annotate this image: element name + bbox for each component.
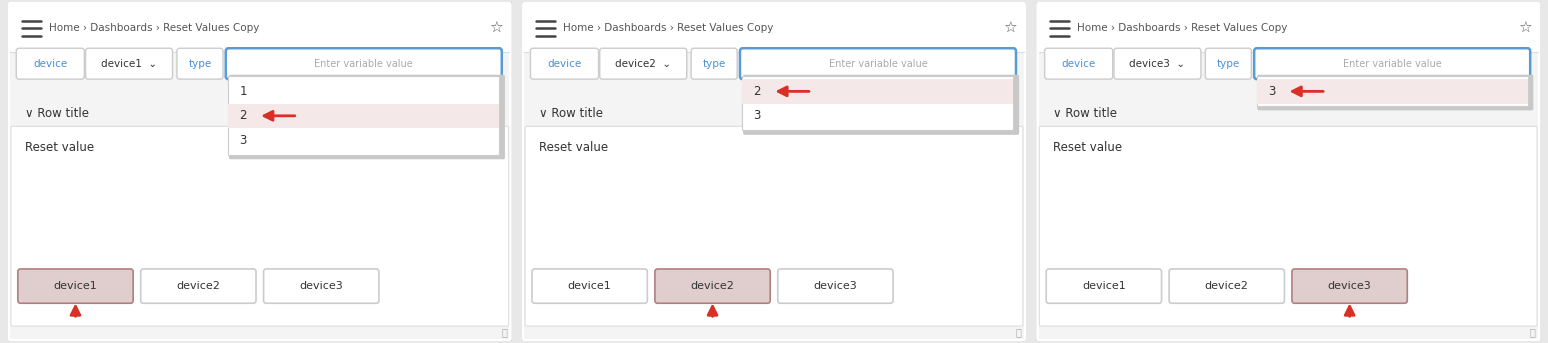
Text: ☆: ☆ [489, 21, 503, 36]
FancyBboxPatch shape [1206, 48, 1251, 79]
FancyBboxPatch shape [1039, 4, 1537, 52]
Text: type: type [1217, 59, 1240, 69]
Text: 2: 2 [754, 85, 762, 98]
FancyBboxPatch shape [1115, 48, 1201, 79]
Text: device3: device3 [1328, 281, 1372, 291]
FancyBboxPatch shape [263, 269, 379, 303]
FancyBboxPatch shape [531, 48, 599, 79]
FancyBboxPatch shape [1293, 269, 1407, 303]
Text: ∨ Row title: ∨ Row title [25, 107, 90, 120]
Text: Home › Dashboards › Reset Values Copy: Home › Dashboards › Reset Values Copy [48, 23, 259, 33]
Text: Home › Dashboards › Reset Values Copy: Home › Dashboards › Reset Values Copy [563, 23, 774, 33]
FancyBboxPatch shape [141, 269, 255, 303]
FancyBboxPatch shape [743, 75, 1019, 135]
Text: ⌗: ⌗ [1529, 327, 1536, 337]
FancyBboxPatch shape [229, 75, 505, 159]
FancyBboxPatch shape [533, 269, 647, 303]
Text: Reset value: Reset value [539, 141, 608, 154]
FancyBboxPatch shape [11, 126, 509, 326]
FancyBboxPatch shape [11, 4, 509, 52]
FancyBboxPatch shape [690, 48, 737, 79]
Text: device2: device2 [690, 281, 734, 291]
Text: device2: device2 [176, 281, 220, 291]
Text: Enter variable value: Enter variable value [314, 59, 413, 69]
FancyBboxPatch shape [655, 269, 771, 303]
Text: 3: 3 [754, 109, 762, 122]
FancyBboxPatch shape [1169, 269, 1285, 303]
Text: device1  ⌄: device1 ⌄ [101, 59, 156, 69]
FancyBboxPatch shape [1257, 79, 1528, 104]
Text: type: type [703, 59, 726, 69]
FancyBboxPatch shape [740, 48, 1015, 79]
Text: device1: device1 [1082, 281, 1125, 291]
Text: Enter variable value: Enter variable value [1342, 59, 1441, 69]
Text: Reset value: Reset value [25, 141, 94, 154]
FancyBboxPatch shape [85, 48, 172, 79]
FancyBboxPatch shape [599, 48, 687, 79]
Text: 3: 3 [240, 134, 246, 147]
Text: ⌗: ⌗ [1015, 327, 1022, 337]
Text: ∨ Row title: ∨ Row title [539, 107, 604, 120]
FancyBboxPatch shape [1045, 48, 1113, 79]
Text: ∨ Row title: ∨ Row title [1054, 107, 1118, 120]
FancyBboxPatch shape [743, 76, 1014, 130]
FancyBboxPatch shape [1046, 269, 1161, 303]
Text: device3: device3 [299, 281, 344, 291]
Text: device: device [33, 59, 68, 69]
FancyBboxPatch shape [1039, 126, 1537, 326]
FancyBboxPatch shape [228, 76, 500, 155]
FancyBboxPatch shape [176, 48, 223, 79]
FancyBboxPatch shape [8, 1, 512, 342]
FancyBboxPatch shape [743, 79, 1014, 104]
Text: 3: 3 [1268, 85, 1276, 98]
Text: device3  ⌄: device3 ⌄ [1130, 59, 1186, 69]
Text: device: device [548, 59, 582, 69]
FancyBboxPatch shape [525, 4, 1023, 52]
Text: 1: 1 [240, 85, 246, 98]
FancyBboxPatch shape [228, 104, 500, 128]
Text: ☆: ☆ [1517, 21, 1531, 36]
Text: type: type [189, 59, 212, 69]
FancyBboxPatch shape [226, 48, 502, 79]
FancyBboxPatch shape [522, 1, 1026, 342]
FancyBboxPatch shape [1257, 75, 1534, 110]
FancyBboxPatch shape [11, 52, 509, 339]
Text: device1: device1 [54, 281, 98, 291]
Text: Reset value: Reset value [1054, 141, 1122, 154]
FancyBboxPatch shape [1257, 76, 1528, 106]
Text: device: device [1062, 59, 1096, 69]
FancyBboxPatch shape [1036, 1, 1540, 342]
FancyBboxPatch shape [15, 48, 84, 79]
FancyBboxPatch shape [525, 126, 1023, 326]
Text: device3: device3 [814, 281, 858, 291]
Text: ☆: ☆ [1003, 21, 1017, 36]
Text: Home › Dashboards › Reset Values Copy: Home › Dashboards › Reset Values Copy [1077, 23, 1288, 33]
FancyBboxPatch shape [525, 52, 1023, 339]
Text: device2  ⌄: device2 ⌄ [615, 59, 672, 69]
Text: Enter variable value: Enter variable value [828, 59, 927, 69]
Text: device1: device1 [568, 281, 611, 291]
FancyBboxPatch shape [1254, 48, 1529, 79]
FancyBboxPatch shape [1039, 52, 1537, 339]
FancyBboxPatch shape [19, 269, 133, 303]
Text: device2: device2 [1204, 281, 1249, 291]
Text: ⌗: ⌗ [502, 327, 508, 337]
Text: 2: 2 [240, 109, 246, 122]
FancyBboxPatch shape [777, 269, 893, 303]
